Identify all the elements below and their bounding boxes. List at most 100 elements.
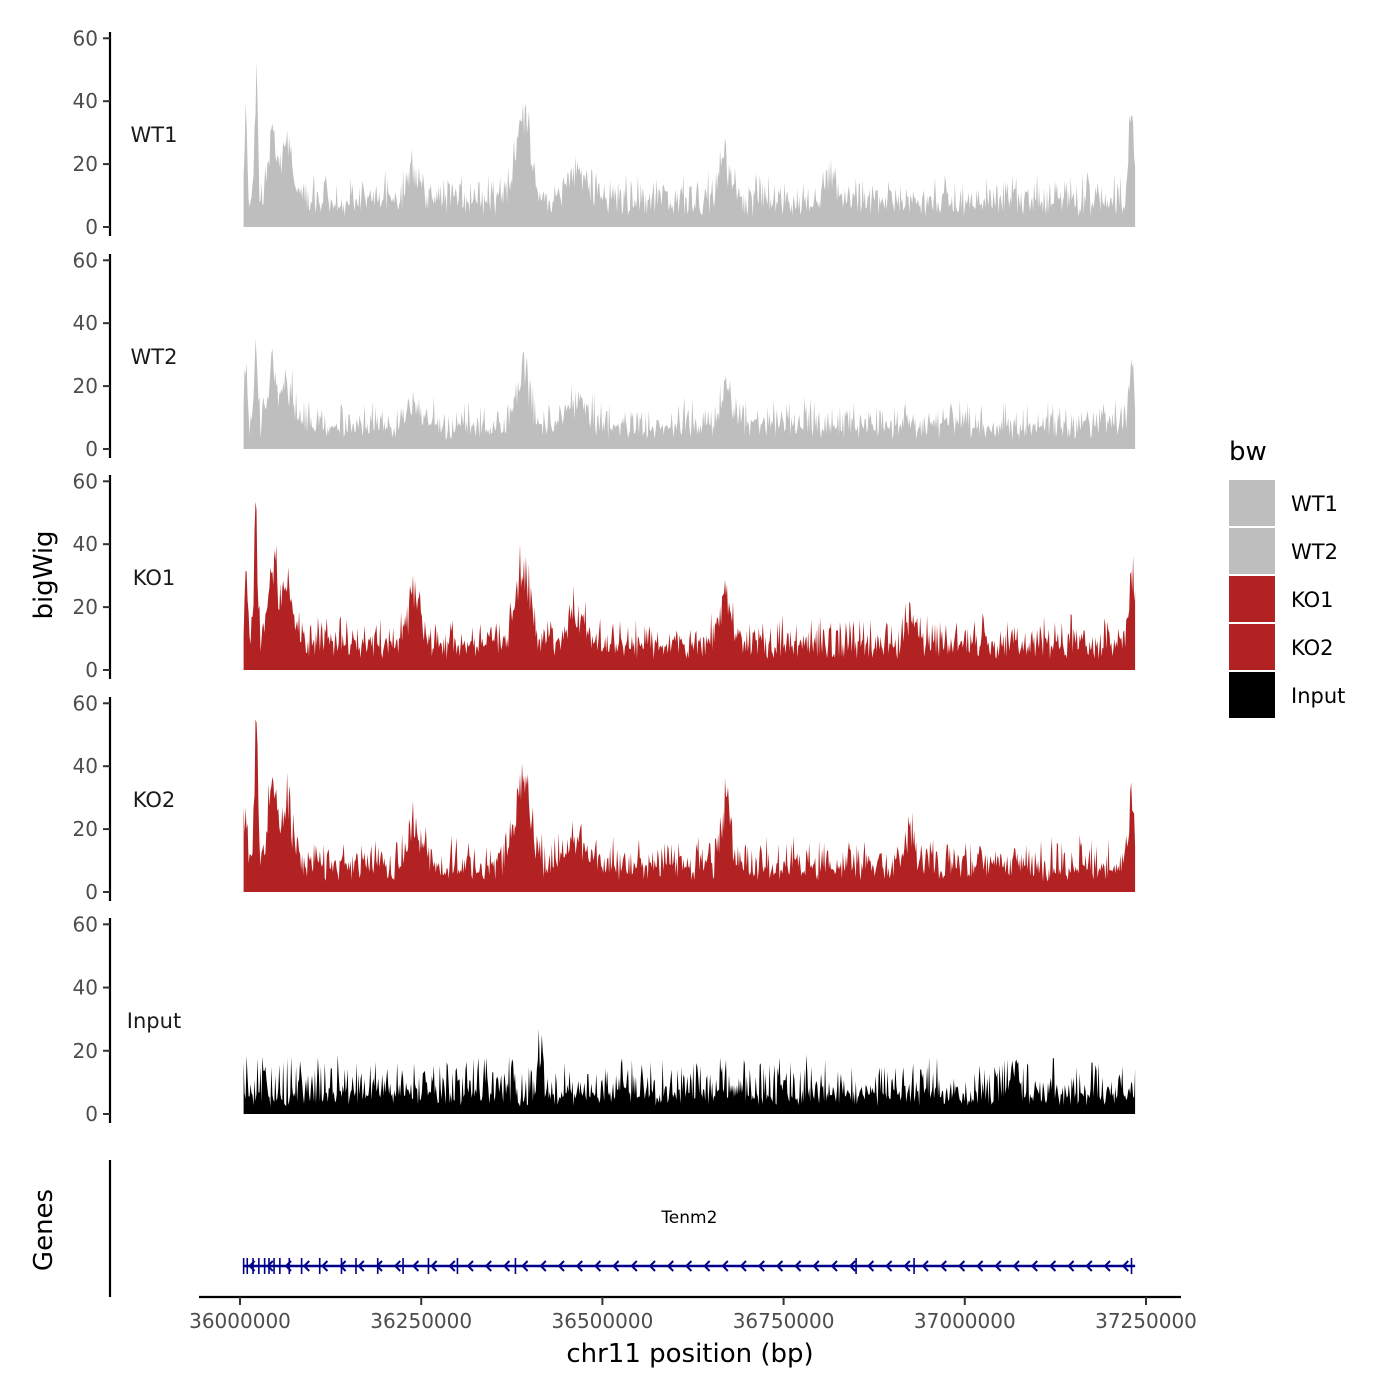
y-tick-label: 60 bbox=[73, 26, 98, 50]
coverage-area-wt1 bbox=[243, 61, 1136, 227]
gene-exon bbox=[258, 1258, 260, 1274]
legend-label-ko2: KO2 bbox=[1291, 636, 1334, 660]
strand-arrow bbox=[958, 1260, 966, 1272]
y-tick-label: 20 bbox=[73, 817, 98, 841]
y-tick-label: 40 bbox=[73, 311, 98, 335]
y-tick-label: 60 bbox=[73, 469, 98, 493]
legend-swatch-input bbox=[1229, 672, 1275, 718]
track-input: 0 20 40 60 Input bbox=[73, 912, 1136, 1126]
gene-exon bbox=[263, 1258, 266, 1274]
strand-arrow bbox=[266, 1260, 274, 1272]
x-tick-label: 36750000 bbox=[733, 1309, 835, 1333]
strand-arrow bbox=[321, 1260, 329, 1272]
strand-arrow bbox=[903, 1260, 911, 1272]
y-tick-label: 60 bbox=[73, 691, 98, 715]
x-tick-label: 36000000 bbox=[189, 1309, 291, 1333]
gene-label: Tenm2 bbox=[660, 1208, 717, 1228]
gene-exon bbox=[246, 1258, 249, 1274]
gene-exon bbox=[913, 1258, 915, 1274]
strand-arrow bbox=[521, 1260, 529, 1272]
legend-swatch-wt2 bbox=[1229, 528, 1275, 574]
strand-arrow bbox=[757, 1260, 765, 1272]
y-tick-label: 0 bbox=[85, 658, 98, 682]
x-axis-title: chr11 position (bp) bbox=[566, 1339, 813, 1369]
gene-exon bbox=[355, 1258, 357, 1274]
strand-arrow bbox=[557, 1260, 565, 1272]
track-label-ko1: KO1 bbox=[133, 566, 176, 590]
y-tick-label: 20 bbox=[73, 1039, 98, 1063]
strand-arrow bbox=[994, 1260, 1002, 1272]
x-tick-label: 37250000 bbox=[1095, 1309, 1197, 1333]
strand-arrow bbox=[594, 1260, 602, 1272]
gene-exon bbox=[242, 1258, 245, 1274]
y-tick-label: 60 bbox=[73, 912, 98, 936]
strand-arrow bbox=[393, 1260, 401, 1272]
y-tick-label: 0 bbox=[85, 437, 98, 461]
y-axis-title: bigWig bbox=[29, 530, 59, 619]
y-tick-label: 20 bbox=[73, 152, 98, 176]
strand-arrow bbox=[630, 1260, 638, 1272]
gene-exon bbox=[288, 1258, 291, 1274]
strand-arrow bbox=[1030, 1260, 1038, 1272]
strand-arrow bbox=[1012, 1260, 1020, 1272]
strand-arrow bbox=[612, 1260, 620, 1272]
y-tick-label: 40 bbox=[73, 89, 98, 113]
strand-arrow bbox=[648, 1260, 656, 1272]
legend-label-wt1: WT1 bbox=[1291, 492, 1338, 516]
y-tick-label: 40 bbox=[73, 976, 98, 1000]
strand-arrow bbox=[703, 1260, 711, 1272]
y-tick-label: 20 bbox=[73, 374, 98, 398]
strand-arrow bbox=[484, 1260, 492, 1272]
strand-arrow bbox=[867, 1260, 875, 1272]
strand-arrow bbox=[357, 1260, 365, 1272]
strand-arrow bbox=[830, 1260, 838, 1272]
gene-exon bbox=[456, 1258, 459, 1274]
gene-exon bbox=[318, 1258, 321, 1274]
y-tick-label: 40 bbox=[73, 754, 98, 778]
strand-arrow bbox=[466, 1260, 474, 1272]
strand-arrow bbox=[1067, 1260, 1075, 1272]
legend-title: bw bbox=[1229, 437, 1267, 467]
strand-arrow bbox=[302, 1260, 310, 1272]
strand-arrow bbox=[721, 1260, 729, 1272]
track-label-input: Input bbox=[127, 1009, 181, 1033]
y-tick-label: 0 bbox=[85, 1102, 98, 1126]
strand-arrow bbox=[1085, 1260, 1093, 1272]
strand-arrow bbox=[339, 1260, 347, 1272]
y-tick-label: 60 bbox=[73, 248, 98, 272]
strand-arrow bbox=[666, 1260, 674, 1272]
strand-arrow bbox=[812, 1260, 820, 1272]
strand-arrow bbox=[794, 1260, 802, 1272]
genes-axis-title: Genes bbox=[29, 1189, 59, 1271]
track-wt2: 0 20 40 60 WT2 bbox=[73, 248, 1136, 461]
strand-arrow bbox=[375, 1260, 383, 1272]
strand-arrow bbox=[448, 1260, 456, 1272]
track-ko2: 0 20 40 60 KO2 bbox=[73, 691, 1136, 904]
legend-swatch-ko2 bbox=[1229, 624, 1275, 670]
y-tick-label: 20 bbox=[73, 595, 98, 619]
strand-arrow bbox=[412, 1260, 420, 1272]
strand-arrow bbox=[284, 1260, 292, 1272]
strand-arrow bbox=[430, 1260, 438, 1272]
legend-label-input: Input bbox=[1291, 684, 1345, 708]
legend-label-ko1: KO1 bbox=[1291, 588, 1334, 612]
gene-exon bbox=[514, 1258, 517, 1274]
strand-arrow bbox=[685, 1260, 693, 1272]
gene-exon bbox=[855, 1258, 857, 1274]
legend-swatch-ko1 bbox=[1229, 576, 1275, 622]
coverage-tracks: 0 20 40 60 WT1 0 20 40 60 WT2 0 20 40 60 KO1 0 20 40 60 KO2… bbox=[73, 26, 1136, 1126]
track-label-wt1: WT1 bbox=[131, 123, 178, 147]
strand-arrow bbox=[1049, 1260, 1057, 1272]
gene-exon bbox=[427, 1258, 430, 1274]
coverage-area-ko2 bbox=[243, 719, 1136, 892]
strand-arrow bbox=[939, 1260, 947, 1272]
x-tick-label: 36250000 bbox=[370, 1309, 472, 1333]
strand-arrow bbox=[739, 1260, 747, 1272]
track-wt1: 0 20 40 60 WT1 bbox=[73, 26, 1136, 239]
gene-exon bbox=[279, 1258, 281, 1274]
y-tick-label: 0 bbox=[85, 880, 98, 904]
gene-exon bbox=[1130, 1258, 1133, 1274]
strand-arrow bbox=[1103, 1260, 1111, 1272]
legend-label-wt2: WT2 bbox=[1291, 540, 1338, 564]
